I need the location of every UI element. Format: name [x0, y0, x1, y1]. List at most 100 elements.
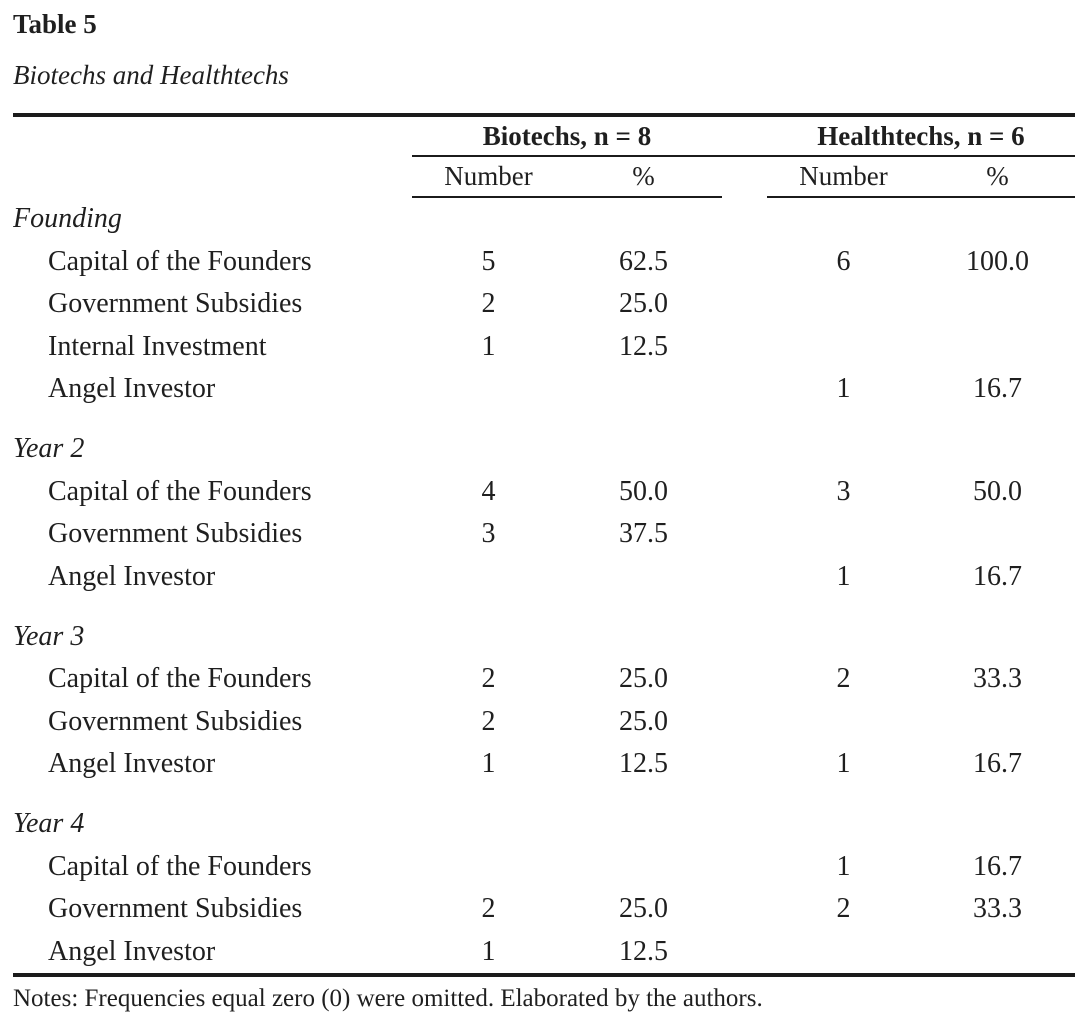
section-row-year-3: Year 3 [13, 616, 1075, 659]
biotechs-percent-cell: 12.5 [619, 748, 668, 779]
biotechs-percent-cell: 62.5 [619, 245, 668, 277]
biotechs-percent-header: % [632, 161, 655, 191]
healthtechs-number-cell [767, 701, 920, 744]
healthtechs-percent-cell [920, 283, 1075, 326]
table-row: Internal Investment 1 12.5 [13, 326, 1075, 369]
biotechs-number-cell: 4 [481, 475, 496, 507]
healthtechs-percent-cell: 16.7 [973, 373, 1022, 404]
section-label: Founding [13, 203, 122, 234]
biotechs-number-cell: 2 [481, 288, 496, 319]
table-row: Angel Investor 1 16.7 [13, 556, 1075, 599]
column-gap-cell [722, 326, 767, 369]
table-row: Angel Investor 1 12.5 1 16.7 [13, 743, 1075, 786]
biotechs-percent-cell: 12.5 [619, 935, 668, 967]
group-header-rule [13, 155, 1075, 157]
column-gap-cell [722, 241, 767, 284]
column-gap-cell [722, 743, 767, 786]
biotechs-number-cell: 1 [481, 935, 496, 967]
biotechs-percent-cell [565, 556, 722, 599]
healthtechs-percent-cell: 16.7 [973, 560, 1022, 592]
section-row-founding: Founding [13, 198, 1075, 241]
funding-source-label: Government Subsidies [48, 893, 303, 924]
biotechs-percent-cell: 25.0 [619, 705, 668, 737]
healthtechs-number-cell: 6 [836, 245, 851, 277]
biotechs-number-cell: 1 [481, 330, 496, 362]
healthtechs-number-cell: 1 [836, 850, 851, 882]
column-gap-cell [722, 368, 767, 411]
biotechs-number-header: Number [444, 161, 533, 191]
funding-source-label: Capital of the Founders [48, 245, 312, 277]
table-row: Angel Investor 1 16.7 [13, 368, 1075, 411]
column-gap-cell [722, 471, 767, 514]
healthtechs-percent-cell: 100.0 [966, 245, 1029, 277]
healthtechs-percent-cell: 33.3 [973, 893, 1022, 924]
column-gap-cell [722, 846, 767, 889]
biotechs-number-cell: 2 [481, 705, 496, 737]
healthtechs-number-header: Number [799, 161, 888, 191]
table-row: Government Subsidies 2 25.0 2 33.3 [13, 888, 1075, 931]
healthtechs-number-cell [767, 931, 920, 974]
funding-source-label: Angel Investor [48, 560, 216, 592]
biotechs-number-cell: 2 [481, 663, 496, 694]
biotechs-percent-cell [565, 368, 722, 411]
table-title-heading: Biotechs and Healthtechs [13, 60, 289, 90]
healthtechs-percent-cell [920, 513, 1075, 556]
biotechs-number-cell [412, 556, 565, 599]
table-number-heading: Table 5 [13, 9, 97, 39]
funding-source-label: Capital of the Founders [48, 850, 312, 882]
healthtechs-percent-cell [920, 326, 1075, 369]
biotechs-percent-cell: 25.0 [619, 893, 668, 924]
healthtechs-number-cell: 3 [836, 475, 851, 507]
healthtechs-number-cell: 1 [836, 373, 851, 404]
section-label: Year 3 [13, 620, 85, 652]
healthtechs-percent-cell: 16.7 [973, 748, 1022, 779]
healthtechs-percent-cell: 33.3 [973, 663, 1022, 694]
healthtechs-percent-cell [920, 931, 1075, 974]
funding-source-label: Government Subsidies [48, 705, 303, 737]
biotechs-percent-cell: 37.5 [619, 518, 668, 549]
funding-source-label: Angel Investor [48, 748, 216, 779]
column-group-healthtechs: Healthtechs, n = 6 [817, 121, 1025, 151]
biotechs-percent-cell: 25.0 [619, 663, 668, 694]
healthtechs-percent-cell [920, 701, 1075, 744]
sub-header-row: Number % Number % [13, 157, 1075, 196]
column-group-header-row: Biotechs, n = 8 Healthtechs, n = 6 [13, 117, 1075, 155]
healthtechs-number-cell [767, 513, 920, 556]
healthtechs-percent-cell: 50.0 [973, 475, 1022, 507]
healthtechs-number-cell: 1 [836, 748, 851, 779]
table-top-rule [13, 113, 1075, 117]
table-row: Government Subsidies 2 25.0 [13, 701, 1075, 744]
healthtechs-number-cell: 2 [836, 663, 851, 694]
funding-source-label: Internal Investment [48, 330, 267, 362]
section-label: Year 4 [13, 808, 85, 839]
column-gap-cell [722, 513, 767, 556]
section-row-year-4: Year 4 [13, 803, 1075, 846]
biotechs-number-cell: 1 [481, 748, 496, 779]
healthtechs-number-cell [767, 326, 920, 369]
funding-source-label: Government Subsidies [48, 518, 303, 549]
column-gap-cell [722, 157, 767, 196]
table-row: Government Subsidies 2 25.0 [13, 283, 1075, 326]
funding-source-label: Angel Investor [48, 373, 216, 404]
funding-source-label: Angel Investor [48, 935, 216, 967]
biotechs-percent-cell: 12.5 [619, 330, 668, 362]
table-row: Capital of the Founders 1 16.7 [13, 846, 1075, 889]
biotechs-number-cell: 2 [481, 893, 496, 924]
biotechs-number-cell: 3 [481, 518, 496, 549]
biotechs-number-cell [412, 368, 565, 411]
table-row: Capital of the Founders 2 25.0 2 33.3 [13, 658, 1075, 701]
biotechs-percent-cell [565, 846, 722, 889]
column-group-biotechs: Biotechs, n = 8 [482, 121, 652, 151]
funding-source-label: Capital of the Founders [48, 475, 312, 507]
biotechs-percent-cell: 25.0 [619, 288, 668, 319]
empty-stub-cell [13, 157, 412, 196]
table-row: Capital of the Founders 5 62.5 6 100.0 [13, 241, 1075, 284]
healthtechs-percent-header: % [986, 161, 1009, 191]
column-gap-cell [722, 117, 767, 155]
section-row-year-2: Year 2 [13, 428, 1075, 471]
sub-header-rule [13, 196, 1075, 198]
column-gap-cell [722, 283, 767, 326]
healthtechs-percent-cell: 16.7 [973, 850, 1022, 882]
section-label: Year 2 [13, 433, 85, 464]
